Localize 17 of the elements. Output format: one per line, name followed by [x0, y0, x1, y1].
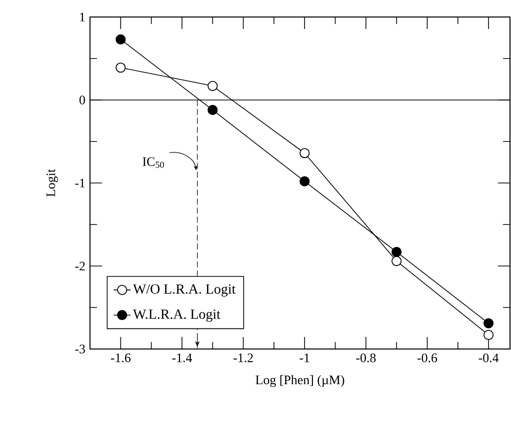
y-tick-label: 0	[80, 96, 85, 104]
y-tick-label: 1	[80, 12, 85, 22]
y-axis-title: Logit	[46, 169, 58, 197]
annotation: IC$_{50}$	[142, 157, 164, 168]
x-tick-label: -1.4	[172, 354, 192, 362]
x-tick-label: -0.4	[478, 354, 499, 362]
y-tick-label: -3	[75, 344, 85, 354]
x-tick-label: -1	[300, 354, 310, 362]
y-tick-label: -2	[75, 262, 85, 270]
x-tick-label: -1.6	[110, 354, 131, 362]
legend-label: W.L.R.A. Logit	[133, 310, 220, 322]
x-tick-label: -0.8	[356, 354, 376, 362]
x-tick-label: -0.6	[417, 354, 438, 362]
y-tick-label: -1	[75, 178, 85, 188]
x-axis-title: Log [Phen] (µM)	[256, 375, 344, 387]
legend-label: W/O L.R.A. Logit	[133, 284, 236, 297]
x-tick-label: -1.2	[234, 354, 253, 362]
